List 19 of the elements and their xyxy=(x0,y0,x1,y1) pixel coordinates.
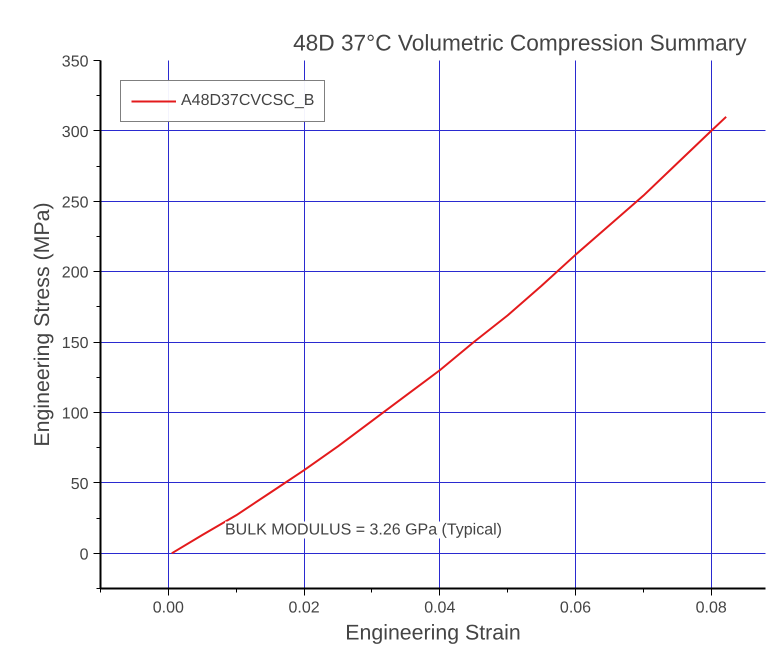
y-tick-label: 350 xyxy=(62,54,89,70)
chart-title: 48D 37°C Volumetric Compression Summary xyxy=(293,30,748,56)
annotation: BULK MODULUS = 3.26 GPa (Typical) xyxy=(225,522,502,538)
x-tick-label: 0.06 xyxy=(560,600,592,616)
y-tick-label: 200 xyxy=(62,264,89,282)
y-tick-label: 250 xyxy=(62,194,89,212)
y-tick-label: 0 xyxy=(80,546,89,564)
y-tick-label: 300 xyxy=(62,124,89,141)
y-tick-label: 50 xyxy=(70,476,89,493)
x-tick-label: 0.04 xyxy=(424,600,456,616)
x-tick-label: 0.02 xyxy=(288,600,320,616)
line-series xyxy=(170,116,728,554)
x-tick-label: 0.08 xyxy=(696,600,727,616)
y-tick-label: 100 xyxy=(62,406,89,422)
y-tick-label: 150 xyxy=(62,335,89,352)
y-axis-title: Engineering Stress (MPa) xyxy=(30,202,54,447)
legend-label: A48D37CVCSC_B xyxy=(181,92,314,110)
x-tick-label: 0.00 xyxy=(152,600,184,616)
x-axis-title: Engineering Strain xyxy=(345,620,521,644)
